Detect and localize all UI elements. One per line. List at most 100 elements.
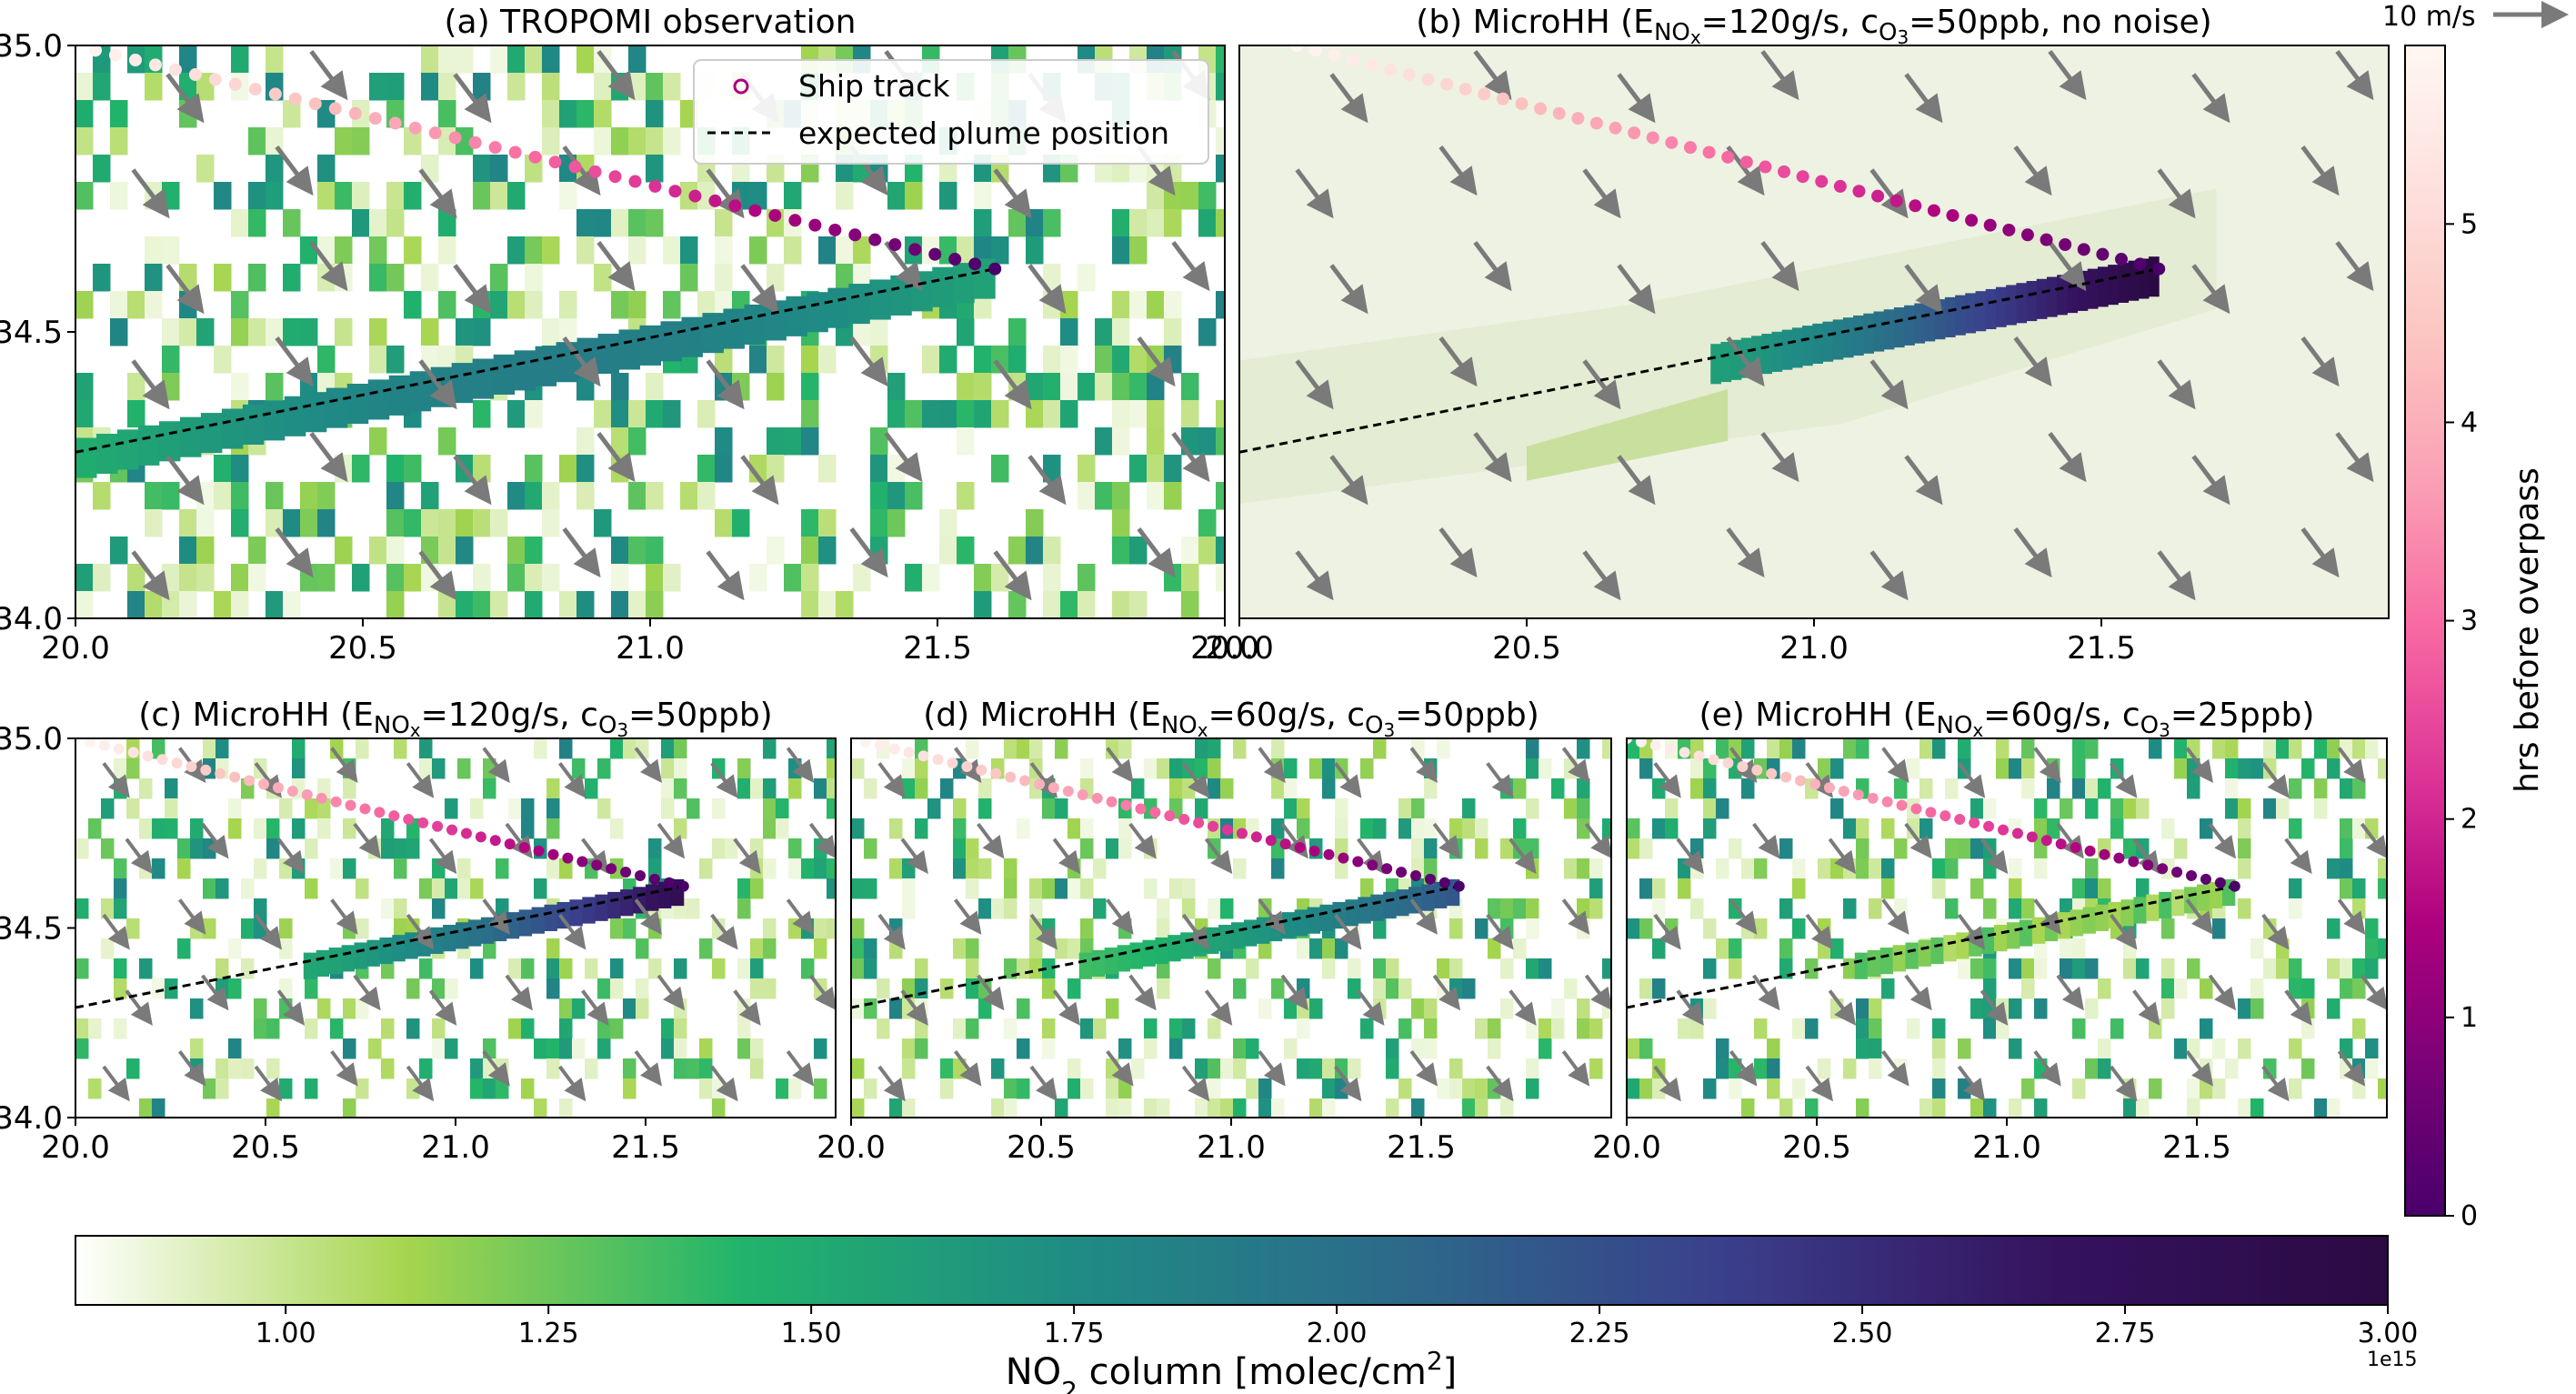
ship-track-point (2096, 247, 2110, 261)
wind-arrow (254, 1065, 282, 1102)
noise-cell (1106, 738, 1119, 759)
noise-cell (611, 564, 629, 592)
noise-cell (966, 938, 979, 959)
noise-cell (1360, 758, 1374, 779)
x-tick-label: 21.5 (2067, 630, 2136, 667)
noise-cell (2085, 798, 2099, 819)
noise-cell (1042, 978, 1056, 999)
noise-cell (1129, 591, 1148, 618)
x-tick-label: 21.0 (1972, 1129, 2041, 1166)
noise-cell (737, 778, 751, 799)
noise-cell (1856, 818, 1869, 839)
x-tick-label: 20.5 (328, 630, 397, 667)
noise-cell (763, 978, 777, 999)
noise-cell (1779, 738, 1793, 759)
noise-cell (75, 400, 94, 428)
noise-cell (231, 291, 249, 319)
noise-cell (496, 858, 509, 879)
noise-cell (818, 346, 837, 374)
ship-track-point (1646, 131, 1659, 145)
noise-cell (2021, 898, 2035, 919)
noise-cell (228, 818, 242, 839)
noise-cell (2301, 758, 2315, 779)
noise-cell (114, 958, 127, 979)
plume-cell (2148, 256, 2160, 297)
noise-cell (2021, 978, 2035, 999)
title-part-sub2: O (1879, 19, 1897, 46)
noise-cell (915, 778, 928, 799)
noise-cell (2289, 898, 2302, 919)
noise-cell (1627, 818, 1640, 839)
ship-track-point (1722, 757, 1734, 769)
noise-cell (1818, 1058, 1831, 1079)
x-tick-label: 20.5 (1782, 1129, 1851, 1166)
noise-cell (646, 564, 664, 592)
plume-cell (544, 904, 557, 931)
ship-track-point (1983, 218, 1997, 232)
plume-cell (316, 949, 330, 978)
noise-cell (386, 455, 405, 483)
title-part-sub1: NO (1654, 19, 1690, 46)
noise-cell (1164, 291, 1182, 319)
noise-cell (214, 455, 232, 483)
noise-cell (190, 998, 204, 1019)
noise-cell (663, 400, 681, 428)
plume-cell (1918, 939, 1931, 967)
plume-cell (1358, 897, 1371, 924)
noise-cell (254, 898, 267, 919)
nox-tick-label: 2.25 (1569, 1318, 1630, 1349)
plume-cell (2197, 884, 2210, 911)
noise-cell (190, 818, 204, 839)
x-tick-label: 20.0 (817, 1129, 886, 1166)
ship-track-point (359, 803, 371, 815)
plume-cell (2057, 275, 2068, 316)
noise-cell (2238, 1038, 2251, 1059)
noise-cell (228, 1038, 242, 1059)
noise-cell (177, 858, 191, 879)
noise-cell (228, 938, 242, 959)
wind-arrow (1329, 455, 1368, 506)
noise-cell (1881, 978, 1895, 999)
noise-cell (145, 236, 163, 265)
noise-cell (1271, 1098, 1285, 1118)
noise-cell (1026, 209, 1044, 237)
noise-cell (419, 1058, 433, 1079)
noise-cell (597, 978, 611, 999)
title-part-sub2b: 3 (616, 719, 628, 741)
noise-cell (1475, 1098, 1488, 1118)
noise-cell (784, 236, 802, 265)
noise-cell (646, 400, 664, 428)
noise-cell (1792, 918, 1806, 939)
wind-arrow (1280, 974, 1308, 1011)
noise-cell (145, 291, 163, 319)
wind-arrow (1904, 974, 1932, 1011)
noise-cell (483, 778, 496, 799)
noise-cell (1754, 858, 1768, 879)
noise-cell (1577, 1018, 1590, 1039)
ship-track-point (1308, 845, 1320, 857)
noise-cell (2085, 778, 2099, 799)
x-tick-label: 21.5 (903, 630, 972, 667)
title-part-sub2b: 3 (1383, 719, 1395, 741)
noise-cell (1996, 758, 2010, 779)
plume-cell (681, 316, 703, 357)
ship-track-point (1402, 68, 1416, 82)
noise-cell (542, 236, 560, 265)
plume-cell (1781, 329, 1793, 370)
noise-cell (190, 838, 204, 859)
noise-cell (1627, 1038, 1640, 1059)
noise-cell (636, 998, 649, 1019)
noise-cell (1078, 591, 1096, 618)
wind-arrow (102, 1065, 130, 1102)
noise-cell (763, 858, 777, 879)
noise-cell (712, 1098, 726, 1118)
noise-cell (939, 537, 957, 565)
noise-cell (648, 858, 662, 879)
noise-cell (763, 918, 777, 939)
noise-cell (2034, 798, 2048, 819)
noise-cell (576, 427, 595, 456)
noise-cell (2161, 998, 2175, 1019)
noise-cell (1284, 998, 1298, 1019)
ship-track-point (1367, 859, 1378, 871)
noise-cell (1690, 778, 1704, 799)
